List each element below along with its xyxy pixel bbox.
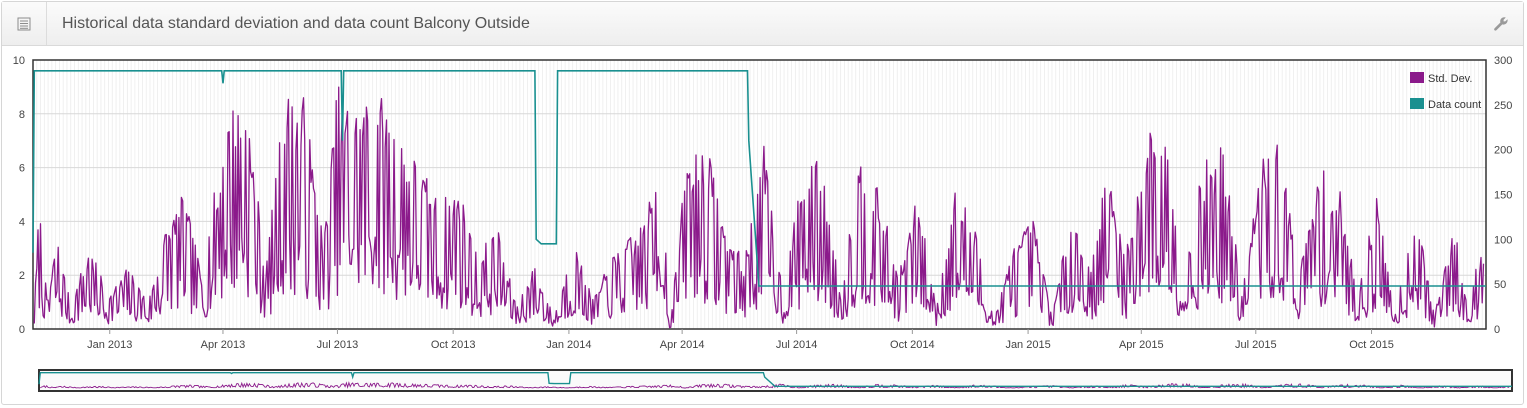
y-right-tick-label: 200 [1494, 145, 1512, 157]
x-tick-label: Jul 2015 [1235, 339, 1277, 351]
panel-header: Historical data standard deviation and d… [2, 2, 1523, 46]
y-right-tick-label: 0 [1494, 324, 1500, 336]
navigator-data-count-line [38, 372, 1512, 387]
legend-label: Std. Dev. [1428, 73, 1472, 85]
x-tick-label: Jul 2013 [317, 339, 359, 351]
x-tick-label: Jul 2014 [776, 339, 818, 351]
series-std-dev-line[interactable] [33, 86, 1485, 329]
panel-title: Historical data standard deviation and d… [62, 15, 530, 32]
navigator[interactable] [38, 369, 1513, 392]
y-left-tick-label: 4 [19, 216, 25, 228]
y-right-tick-label: 150 [1494, 190, 1512, 202]
x-tick-label: Oct 2014 [890, 339, 935, 351]
y-right-tick-label: 50 [1494, 279, 1506, 291]
legend-swatch [1410, 98, 1424, 109]
x-tick-label: Oct 2015 [1349, 339, 1394, 351]
x-tick-label: Jan 2015 [1005, 339, 1050, 351]
wrench-icon[interactable] [1493, 16, 1509, 32]
x-tick-label: Jan 2013 [87, 339, 132, 351]
y-right-tick-label: 100 [1494, 234, 1512, 246]
y-right-tick-label: 300 [1494, 55, 1512, 67]
series-layer [32, 70, 1486, 329]
y-right-tick-label: 250 [1494, 100, 1512, 112]
y-left-tick-label: 2 [19, 270, 25, 282]
navigator-std-dev-line [40, 381, 1510, 389]
y-left-tick-label: 10 [13, 55, 25, 67]
y-left-tick-label: 8 [19, 109, 25, 121]
x-tick-label: Jan 2014 [546, 339, 591, 351]
legend-swatch [1410, 72, 1424, 83]
y-left-tick-label: 6 [19, 163, 25, 175]
x-tick-label: Apr 2015 [1119, 339, 1164, 351]
legend[interactable]: Std. Dev. Data count [1410, 72, 1481, 111]
x-tick-label: Apr 2013 [201, 339, 246, 351]
legend-item[interactable]: Std. Dev. [1410, 72, 1472, 85]
legend-label: Data count [1428, 99, 1481, 111]
x-tick-label: Oct 2013 [431, 339, 476, 351]
y-left-tick-label: 0 [19, 324, 25, 336]
table-icon[interactable] [2, 2, 47, 45]
table-icon-glyph [17, 17, 31, 30]
series-data-count-line[interactable] [32, 70, 1486, 287]
legend-item[interactable]: Data count [1410, 98, 1481, 111]
x-tick-label: Apr 2014 [660, 339, 705, 351]
